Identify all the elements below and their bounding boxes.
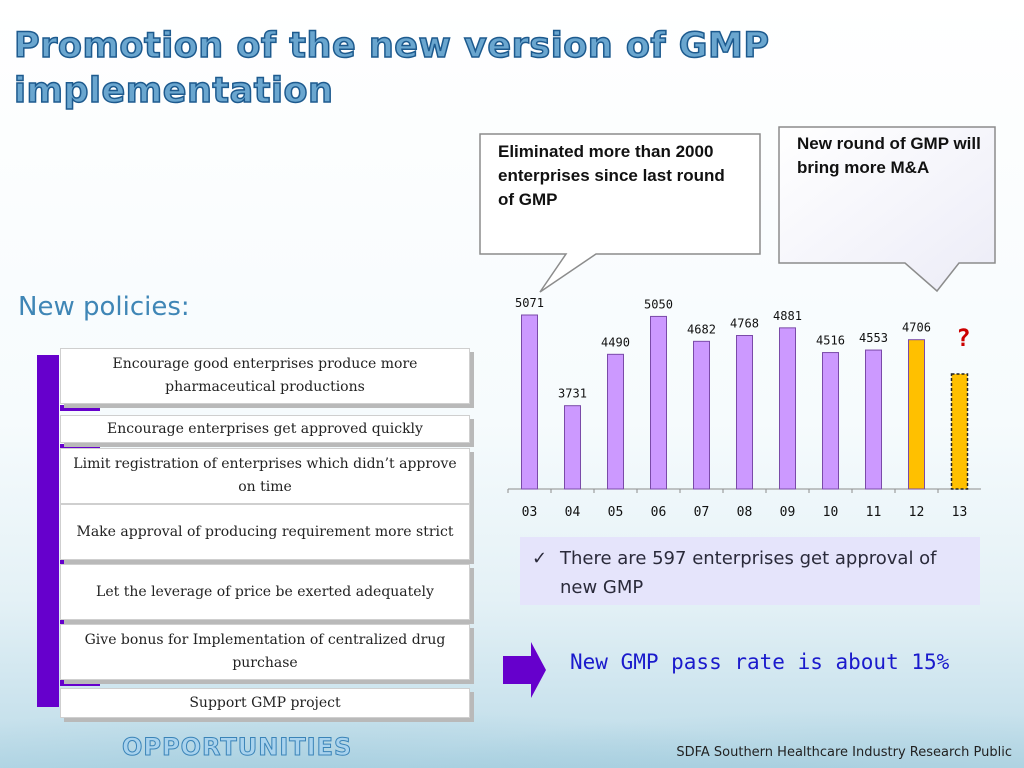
x-tick-label-06: 06 xyxy=(651,505,667,520)
bar-13 xyxy=(950,373,969,490)
data-label-11: 4553 xyxy=(859,331,888,345)
policy-separator xyxy=(60,620,100,626)
footer-source: SDFA Southern Healthcare Industry Resear… xyxy=(676,745,1012,760)
x-tick-label-07: 07 xyxy=(694,505,710,520)
data-label-06: 5050 xyxy=(644,297,673,311)
pass-rate-text: New GMP pass rate is about 15% xyxy=(570,650,950,674)
data-label-08: 4768 xyxy=(730,317,759,331)
approval-note: ✓ There are 597 enterprises get approval… xyxy=(520,537,980,605)
data-label-03: 5071 xyxy=(515,296,544,310)
policy-separator xyxy=(60,680,100,686)
callout-right-text: New round of GMP will bring more M&A xyxy=(797,134,981,177)
bar-08 xyxy=(736,335,753,490)
slide-title-line-2: implementation xyxy=(13,70,334,112)
bar-07 xyxy=(693,340,710,490)
right-arrow-icon xyxy=(503,642,546,698)
policy-item: Support GMP project xyxy=(60,688,470,718)
data-label-10: 4516 xyxy=(816,334,845,348)
x-tick-label-13: 13 xyxy=(952,505,968,520)
policy-item: Make approval of producing requirement m… xyxy=(60,504,470,560)
data-label-09: 4881 xyxy=(773,309,802,323)
data-label-13: ? xyxy=(956,324,970,352)
bar-11 xyxy=(865,349,882,490)
policy-item: Encourage enterprises get approved quick… xyxy=(60,415,470,443)
data-label-12: 4706 xyxy=(902,321,931,335)
x-tick-label-05: 05 xyxy=(608,505,624,520)
bar-12 xyxy=(908,339,925,490)
policy-item: Let the leverage of price be exerted ade… xyxy=(60,564,470,620)
callout-left-shape xyxy=(479,133,761,293)
slide-title-line-1: Promotion of the new version of GMP xyxy=(13,25,770,67)
check-icon: ✓ xyxy=(532,548,548,569)
x-tick-label-11: 11 xyxy=(866,505,882,520)
enterprise-count-bar-chart: 5071 03 3731 04 4490 05 5050 06 4682 07 4768 08 4881… xyxy=(507,296,981,520)
bar-04 xyxy=(564,405,581,490)
policies-heading: New policies: xyxy=(18,292,190,322)
bar-06 xyxy=(650,315,667,490)
slide-title: Promotion of the new version of GMP impl… xyxy=(13,24,774,114)
x-tick-label-03: 03 xyxy=(522,505,538,520)
x-tick-label-12: 12 xyxy=(909,505,925,520)
x-tick-label-09: 09 xyxy=(780,505,796,520)
bar-05 xyxy=(607,353,624,490)
policy-item: Give bonus for Implementation of central… xyxy=(60,624,470,680)
opportunities-label: OPPORTUNITIES xyxy=(121,733,353,762)
x-tick-label-04: 04 xyxy=(565,505,581,520)
approval-note-text: There are 597 enterprises get approval o… xyxy=(560,548,937,598)
policies-accent-bar xyxy=(37,355,59,707)
policy-item: Limit registration of enterprises which … xyxy=(60,448,470,504)
data-label-04: 3731 xyxy=(558,387,587,401)
policy-separator xyxy=(60,444,100,450)
data-label-05: 4490 xyxy=(601,335,630,349)
x-tick-label-08: 08 xyxy=(737,505,753,520)
x-tick-label-10: 10 xyxy=(823,505,839,520)
callout-right-shape xyxy=(778,126,996,293)
policy-item: Encourage good enterprises produce more … xyxy=(60,348,470,404)
policy-separator xyxy=(60,560,100,566)
bar-10 xyxy=(822,352,839,490)
bar-03 xyxy=(521,314,538,490)
data-label-07: 4682 xyxy=(687,322,716,336)
policy-separator xyxy=(60,405,100,411)
bar-09 xyxy=(779,327,796,490)
callout-left-text: Eliminated more than 2000 enterprises si… xyxy=(498,142,725,209)
